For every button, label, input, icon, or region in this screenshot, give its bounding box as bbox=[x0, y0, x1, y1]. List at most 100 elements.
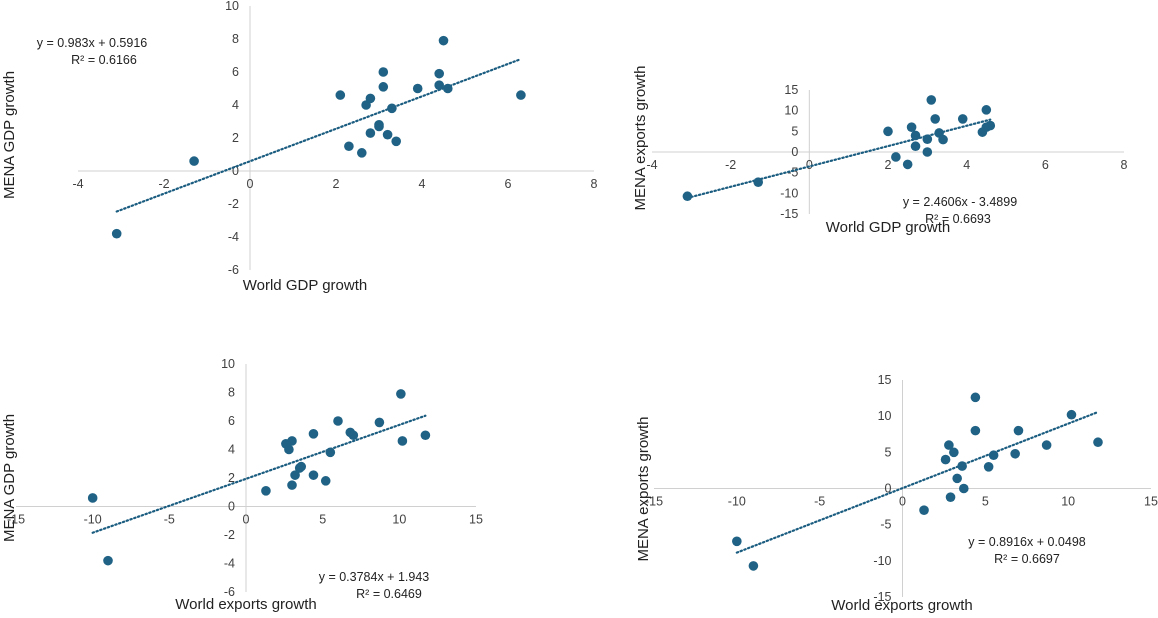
data-point bbox=[983, 462, 994, 472]
x-tick-label: 4 bbox=[419, 177, 426, 191]
x-tick-label: 0 bbox=[247, 177, 254, 191]
data-point bbox=[930, 114, 940, 124]
x-tick-label: 2 bbox=[885, 158, 892, 172]
y-tick-label: -15 bbox=[873, 590, 891, 604]
x-tick-label: 5 bbox=[319, 513, 326, 527]
data-point bbox=[365, 93, 376, 104]
data-point bbox=[952, 473, 962, 484]
data-point bbox=[926, 95, 937, 105]
data-point bbox=[103, 555, 113, 566]
data-point bbox=[420, 430, 431, 441]
data-point bbox=[732, 536, 742, 547]
data-point bbox=[374, 417, 385, 428]
data-point bbox=[949, 447, 959, 458]
data-point bbox=[443, 83, 453, 94]
data-point bbox=[940, 454, 951, 465]
data-point bbox=[308, 470, 319, 480]
data-point bbox=[922, 134, 933, 144]
x-tick-label: 0 bbox=[243, 513, 250, 527]
x-tick-label: 2 bbox=[333, 177, 340, 191]
y-tick-label: -4 bbox=[224, 557, 235, 571]
y-tick-label: 8 bbox=[228, 386, 235, 400]
x-tick-label: 5 bbox=[982, 495, 989, 509]
data-point bbox=[922, 147, 933, 157]
y-tick-label: 6 bbox=[228, 414, 235, 428]
data-point bbox=[753, 177, 763, 187]
data-point bbox=[111, 228, 122, 239]
y-tick-label: 0 bbox=[791, 145, 798, 159]
data-point bbox=[325, 447, 336, 458]
data-point bbox=[357, 148, 367, 158]
data-point bbox=[438, 35, 449, 46]
y-axis-title: MENA exports growth bbox=[632, 65, 649, 210]
y-tick-label: 10 bbox=[784, 104, 798, 118]
x-tick-label: -15 bbox=[645, 495, 663, 509]
y-tick-label: 10 bbox=[221, 357, 235, 371]
y-tick-label: -10 bbox=[873, 554, 891, 568]
y-tick-label: -10 bbox=[780, 186, 798, 200]
data-point bbox=[365, 128, 376, 138]
data-point bbox=[87, 493, 98, 503]
y-tick-label: -5 bbox=[787, 166, 798, 180]
y-axis-title: MENA exports growth bbox=[635, 416, 652, 561]
trend-equation: y = 0.8916x + 0.0498 bbox=[968, 535, 1086, 549]
x-tick-label: 15 bbox=[1144, 495, 1158, 509]
data-point bbox=[906, 122, 917, 132]
chart-mena-gdp-vs-world-exports: -15 -10 -5 0 5 10 15 -6 -4 -2 0 2 4 6 8 10 World exports… bbox=[1, 357, 483, 613]
x-tick-label: 8 bbox=[591, 177, 598, 191]
data-point bbox=[748, 561, 759, 571]
x-tick-label: 6 bbox=[1042, 158, 1049, 172]
trend-equation: y = 0.983x + 0.5916 bbox=[37, 36, 148, 50]
y-tick-label: -2 bbox=[224, 528, 235, 542]
data-point bbox=[970, 425, 981, 436]
r-squared-label: R² = 0.6469 bbox=[356, 587, 422, 601]
chart-mena-gdp-vs-world-gdp: -4 -2 0 2 4 6 8 -6 -4 -2 0 2 4 6 8 10 World GDP growth ME… bbox=[1, 0, 598, 294]
data-point bbox=[1093, 437, 1103, 448]
data-point bbox=[348, 430, 359, 441]
x-tick-label: 0 bbox=[806, 158, 813, 172]
x-tick-label: -2 bbox=[158, 177, 169, 191]
r-squared-label: R² = 0.6166 bbox=[71, 53, 137, 67]
data-point bbox=[1010, 448, 1020, 459]
data-point bbox=[344, 141, 354, 152]
trend-equation: y = 0.3784x + 1.943 bbox=[319, 570, 430, 584]
data-point bbox=[296, 461, 307, 472]
trendline bbox=[115, 57, 523, 213]
y-tick-label: 0 bbox=[232, 164, 239, 178]
data-point bbox=[374, 121, 384, 132]
x-tick-label: 0 bbox=[899, 495, 906, 509]
data-point bbox=[957, 114, 968, 124]
data-point bbox=[1013, 425, 1024, 436]
data-point bbox=[378, 82, 389, 92]
y-tick-label: -5 bbox=[880, 518, 891, 532]
data-point bbox=[287, 436, 297, 446]
y-tick-label: 8 bbox=[232, 32, 239, 46]
data-point bbox=[682, 191, 693, 202]
y-axis-title: MENA GDP growth bbox=[1, 71, 18, 199]
data-point bbox=[516, 90, 526, 100]
data-point bbox=[320, 476, 331, 486]
x-axis-title: World GDP growth bbox=[243, 277, 368, 294]
x-tick-label: -2 bbox=[725, 158, 736, 172]
x-tick-label: -10 bbox=[84, 513, 102, 527]
r-squared-label: R² = 0.6697 bbox=[994, 552, 1060, 566]
data-point bbox=[883, 126, 893, 137]
data-point bbox=[397, 436, 408, 446]
data-point bbox=[396, 389, 406, 399]
data-point bbox=[391, 136, 402, 147]
data-point bbox=[434, 80, 445, 90]
x-tick-label: -5 bbox=[814, 495, 825, 509]
data-point bbox=[189, 156, 199, 166]
data-point bbox=[944, 440, 954, 450]
data-point bbox=[910, 130, 921, 141]
data-point bbox=[261, 486, 271, 496]
x-tick-label: 8 bbox=[1121, 158, 1128, 172]
data-point bbox=[335, 90, 346, 100]
data-point bbox=[902, 159, 913, 170]
x-tick-label: 15 bbox=[469, 513, 483, 527]
x-axis-title: World GDP growth bbox=[826, 219, 951, 236]
y-tick-label: 15 bbox=[784, 83, 798, 97]
x-tick-label: 4 bbox=[963, 158, 970, 172]
data-point bbox=[1066, 409, 1077, 420]
data-point bbox=[412, 83, 423, 94]
